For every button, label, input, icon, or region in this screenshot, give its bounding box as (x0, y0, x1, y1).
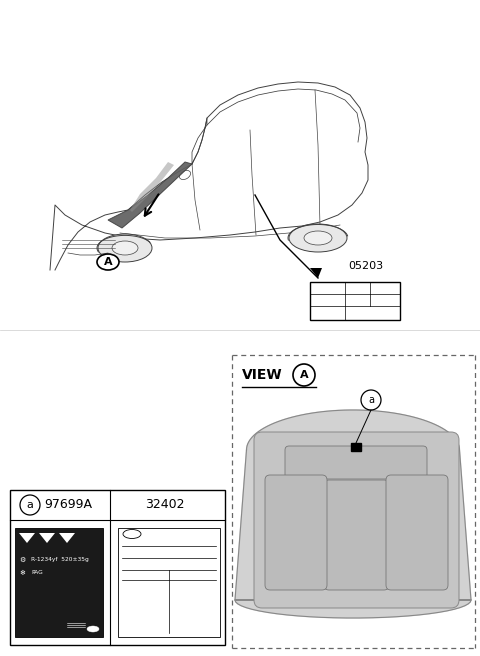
Text: A: A (104, 257, 112, 267)
Text: PAG: PAG (31, 571, 43, 575)
FancyBboxPatch shape (386, 475, 448, 590)
FancyBboxPatch shape (265, 475, 327, 590)
Ellipse shape (98, 234, 152, 262)
Polygon shape (19, 533, 35, 543)
Text: 97699A: 97699A (44, 499, 92, 512)
FancyBboxPatch shape (10, 490, 225, 645)
Ellipse shape (112, 241, 138, 255)
Text: 05203: 05203 (348, 261, 383, 271)
Text: VIEW: VIEW (242, 368, 283, 382)
FancyBboxPatch shape (254, 432, 459, 608)
Polygon shape (39, 533, 55, 543)
Ellipse shape (97, 254, 119, 270)
Text: ⚙: ⚙ (19, 557, 25, 563)
Ellipse shape (304, 231, 332, 245)
Polygon shape (235, 410, 471, 618)
Ellipse shape (289, 224, 347, 252)
Text: A: A (300, 370, 308, 380)
Ellipse shape (123, 529, 141, 539)
FancyBboxPatch shape (324, 480, 389, 590)
Polygon shape (59, 533, 75, 543)
Text: 32402: 32402 (145, 499, 185, 512)
Ellipse shape (180, 171, 191, 180)
FancyBboxPatch shape (285, 446, 427, 479)
FancyBboxPatch shape (15, 528, 103, 637)
Text: a: a (26, 500, 34, 510)
FancyBboxPatch shape (310, 282, 400, 320)
Polygon shape (310, 268, 322, 278)
Text: ❄: ❄ (19, 570, 25, 576)
Polygon shape (108, 162, 192, 228)
Polygon shape (130, 162, 174, 212)
Text: a: a (368, 395, 374, 405)
FancyBboxPatch shape (351, 443, 361, 451)
Text: R-1234yf  520±35g: R-1234yf 520±35g (31, 558, 89, 562)
Ellipse shape (87, 626, 99, 632)
FancyBboxPatch shape (118, 528, 220, 637)
